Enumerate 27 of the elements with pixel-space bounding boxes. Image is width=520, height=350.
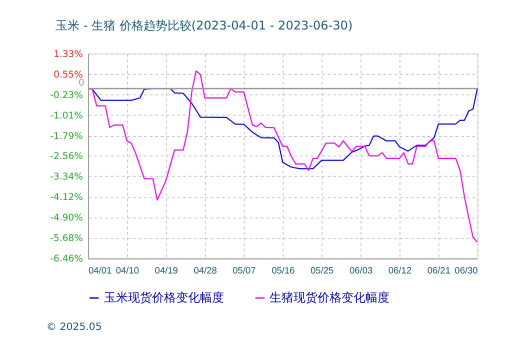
x-tick-label: 06/03 [349,266,373,276]
y-tick-label: -4.90% [50,212,84,224]
x-tick-label: 04/19 [154,266,178,276]
y-tick-label: -5.68% [50,233,84,244]
y-tick-label: -3.34% [50,172,84,183]
x-tick-label: 05/07 [232,266,256,276]
y-tick-label: -2.56% [50,151,84,162]
y-tick-label: -0.23% [50,90,84,101]
x-tick-label: 05/25 [310,266,334,276]
x-tick-label: 06/21 [427,266,450,276]
text: © 2025.05 [46,322,102,333]
x-tick-label: 05/16 [272,266,295,276]
chart-title: 玉米 - 生猪 价格趋势比较(2023-04-01 - 2023-06-30) [56,18,353,32]
x-tick-label: 04/10 [116,266,140,276]
ref-line-label: 0 [78,78,84,89]
line-series [88,70,478,243]
y-tick-label: -6.46% [50,254,84,265]
x-tick-label: 06/30 [454,266,478,276]
y-tick-label: -1.01% [50,110,84,122]
y-tick-label: -1.79% [50,130,84,142]
legend-label: 生猪现货价格变化幅度 [270,290,390,305]
y-tick-label: 1.33% [54,48,84,60]
legend-label: 玉米现货价格变化幅度 [104,290,224,305]
x-tick-label: 06/12 [388,266,412,276]
x-tick-label: 04/28 [194,266,217,276]
y-tick-label: -4.12% [50,192,84,204]
x-tick-label: 04/01 [88,266,112,276]
